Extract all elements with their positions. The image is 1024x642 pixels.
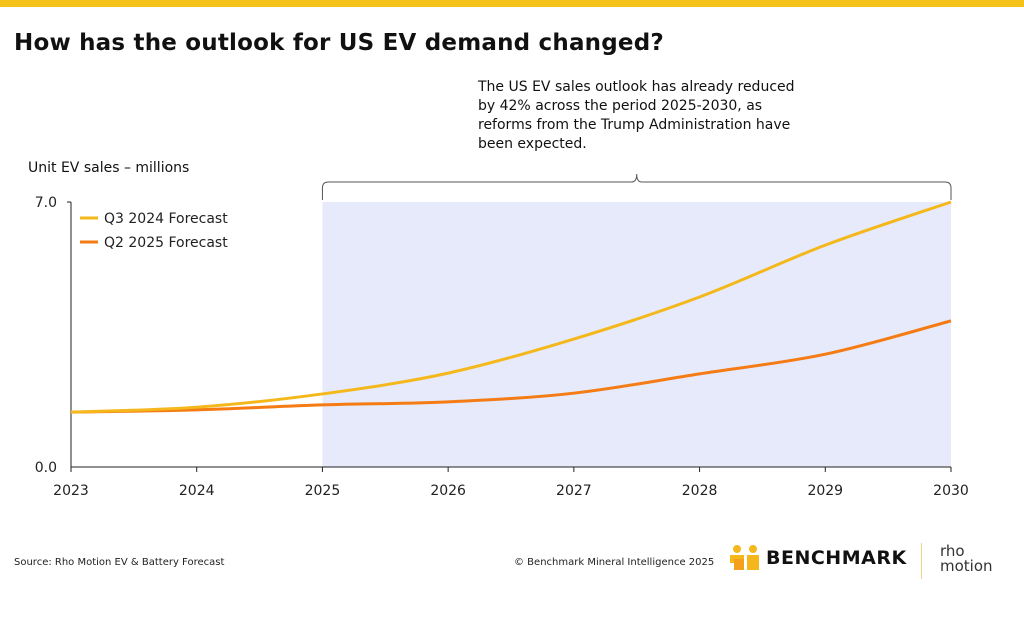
source-note: Source: Rho Motion EV & Battery Forecast (14, 557, 225, 568)
benchmark-logo: BENCHMARK (730, 544, 907, 572)
y-axis-label: Unit EV sales – millions (28, 160, 190, 176)
legend-label: Q2 2025 Forecast (104, 235, 228, 251)
annotation-text: The US EV sales outlook has already redu… (478, 79, 795, 152)
rho-motion-logo-line1: rho (940, 542, 965, 560)
series-line-q2-2025 (70, 319, 952, 414)
annotation-brace (321, 173, 952, 200)
x-tick-label: 2028 (682, 483, 718, 499)
y-tick-label: 0.0 (35, 460, 57, 476)
top-accent-bar (0, 0, 1024, 7)
x-tick-label: 2025 (305, 483, 341, 499)
rho-motion-logo-line2: motion (940, 557, 993, 575)
benchmark-logo-icon (730, 545, 759, 570)
rho-motion-logo: rho motion (940, 544, 993, 574)
x-tick-label: 2026 (430, 483, 466, 499)
line-chart: 0.0 7.0 2023 2024 2025 2026 2027 2028 2029 2030 Q3… (35, 173, 969, 499)
x-tick-label: 2027 (556, 483, 592, 499)
x-tick-label: 2030 (933, 483, 969, 499)
y-tick-label: 7.0 (35, 195, 57, 211)
series-line-q3-2024 (70, 200, 952, 414)
copyright-note: © Benchmark Mineral Intelligence 2025 (514, 557, 715, 568)
x-tick-label: 2024 (179, 483, 215, 499)
x-tick-label: 2023 (53, 483, 89, 499)
page-title: How has the outlook for US EV demand cha… (14, 30, 664, 56)
legend-label: Q3 2024 Forecast (104, 211, 228, 227)
forecast-shaded-region (322, 202, 951, 467)
benchmark-logo-text: BENCHMARK (766, 547, 907, 569)
x-tick-label: 2029 (807, 483, 843, 499)
logo-divider (921, 543, 922, 579)
